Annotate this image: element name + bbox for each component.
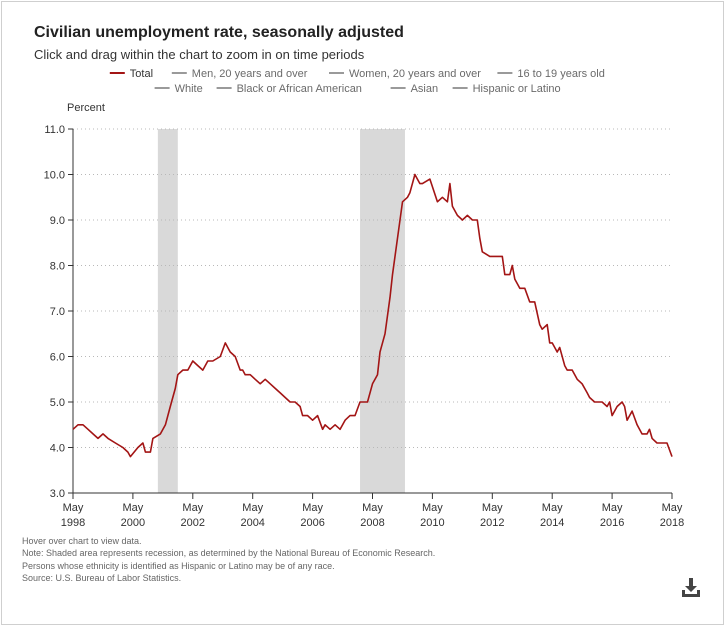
x-tick-month-label: May <box>362 502 383 514</box>
source-note: Source: U.S. Bureau of Labor Statistics. <box>22 573 182 584</box>
x-axis: May 1998 May 2000 May 2002 May 2004 May 2006 May 20… <box>61 492 684 529</box>
x-tick-year-label: 2002 <box>181 517 205 529</box>
x-tick-year-label: 2000 <box>121 517 145 529</box>
x-tick-month-label: May <box>662 502 683 514</box>
x-tick-month-label: May <box>602 502 623 514</box>
recession-band-1 <box>360 129 405 493</box>
y-tick-label: 6.0 <box>50 352 65 364</box>
y-tick-label: 5.0 <box>50 397 65 409</box>
recession-note: Note: Shaded area represents recession, … <box>22 548 436 559</box>
x-tick-year-label: 2006 <box>300 517 324 529</box>
legend-item-men-20-years-and-over[interactable]: Men, 20 years and over <box>192 68 308 80</box>
y-tick-label: 7.0 <box>50 306 65 318</box>
x-tick-year-label: 2008 <box>360 517 384 529</box>
download-icon <box>682 578 700 597</box>
x-tick-year-label: 2010 <box>420 517 444 529</box>
y-axis: 3.0 4.0 5.0 6.0 7.0 8.0 9.0 10.0 11.0 <box>44 124 74 500</box>
x-tick-month-label: May <box>242 502 263 514</box>
y-tick-label: 3.0 <box>50 488 65 500</box>
series-line-total[interactable] <box>72 173 673 458</box>
x-tick-month-label: May <box>302 502 323 514</box>
chart-notes: Hover over chart to view data. Note: Sha… <box>22 535 435 585</box>
y-tick-label: 8.0 <box>50 261 65 273</box>
x-tick-year-label: 2004 <box>240 517 264 529</box>
y-tick-label: 4.0 <box>50 443 65 455</box>
legend-item-total[interactable]: Total <box>130 68 153 80</box>
chart-title: Civilian unemployment rate, seasonally a… <box>34 24 404 41</box>
x-tick-month-label: May <box>542 502 563 514</box>
y-axis-label: Percent <box>67 102 105 114</box>
ethnicity-note: Persons whose ethnicity is identified as… <box>22 560 335 571</box>
y-tick-label: 11.0 <box>44 124 65 136</box>
y-tick-label: 10.0 <box>44 170 65 182</box>
legend-item-white[interactable]: White <box>175 83 203 95</box>
x-tick-year-label: 2018 <box>660 517 684 529</box>
legend-item-women-20-years-and-over[interactable]: Women, 20 years and over <box>349 68 481 80</box>
recession-shading <box>157 129 405 493</box>
hover-hint: Hover over chart to view data. <box>22 536 142 546</box>
x-tick-month-label: May <box>482 502 503 514</box>
legend-item-black-or-african-american[interactable]: Black or African American <box>237 83 362 95</box>
legend: Total Men, 20 years and over Women, 20 yea… <box>109 68 605 95</box>
x-tick-month-label: May <box>63 502 84 514</box>
x-tick-year-label: 1998 <box>61 517 85 529</box>
y-tick-label: 9.0 <box>50 215 65 227</box>
chart-subtitle: Click and drag within the chart to zoom … <box>34 47 365 62</box>
x-tick-year-label: 2012 <box>480 517 504 529</box>
legend-item-hispanic-or-latino[interactable]: Hispanic or Latino <box>473 83 561 95</box>
legend-item-asian[interactable]: Asian <box>411 83 439 95</box>
x-tick-year-label: 2014 <box>540 517 564 529</box>
recession-band-0 <box>157 129 178 493</box>
x-tick-year-label: 2016 <box>600 517 624 529</box>
legend-item-16-to-19-years-old[interactable]: 16 to 19 years old <box>517 68 604 80</box>
x-tick-month-label: May <box>422 502 443 514</box>
x-tick-month-label: May <box>182 502 203 514</box>
download-button[interactable] <box>680 576 702 598</box>
series-lines[interactable] <box>72 173 673 458</box>
x-tick-month-label: May <box>123 502 144 514</box>
